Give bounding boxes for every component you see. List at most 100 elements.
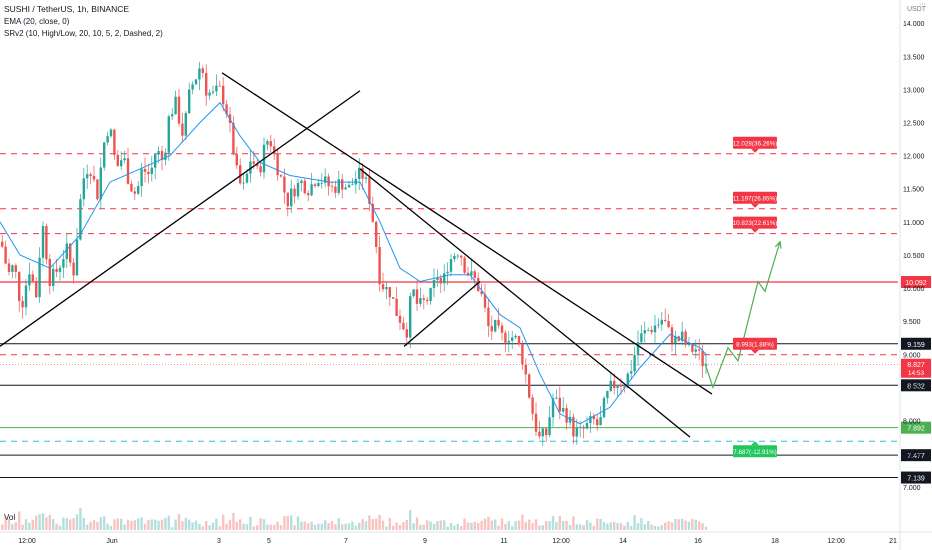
candle-body [684, 331, 687, 345]
scale-menu-icon[interactable]: ⋯ [919, 1, 926, 8]
volume-bar [262, 519, 266, 530]
candle-body [443, 273, 446, 284]
candle-body [4, 246, 7, 264]
time-tick-label: 21 [889, 538, 897, 545]
volume-bar [436, 520, 439, 530]
candle-body [504, 332, 507, 343]
volume-bar [65, 518, 68, 530]
candle-body [602, 398, 606, 418]
price-axis[interactable]: 7.000 7.500 8.000 8.500 9.000 9.500 10.000 10.5… [899, 0, 925, 550]
candle-body [72, 262, 75, 276]
volume-bar [674, 518, 677, 530]
candle-body [69, 243, 72, 263]
candle-body [52, 268, 55, 286]
volume-bar [140, 517, 143, 530]
volume-bar [358, 522, 361, 530]
candle-body [303, 180, 306, 194]
volume-bar [514, 521, 517, 530]
volume-bar [490, 520, 493, 530]
candle-body [426, 299, 429, 301]
volume-bar [494, 519, 497, 530]
candle-body [667, 321, 670, 328]
volume-bar [307, 523, 310, 530]
time-axis[interactable]: 12:00 Jun 3 5 7 9 11 12:00 14 16 18 12:00 21 [0, 531, 932, 545]
candle-body [313, 184, 317, 187]
volume-bar [497, 525, 500, 530]
volume-bar [653, 525, 657, 530]
volume-bar [174, 519, 177, 530]
candle-body [636, 342, 640, 356]
price-tick-label: 8.000 [903, 419, 921, 426]
volume-bar [7, 519, 11, 530]
candle-body [266, 141, 269, 145]
candle-body [351, 184, 354, 186]
candle-body [592, 416, 595, 420]
candle-body [361, 167, 364, 179]
candle-body [293, 188, 296, 197]
candle-body [487, 307, 490, 327]
candle-body [341, 179, 344, 190]
srv2-indicator-label[interactable]: SRv2 (10, High/Low, 20, 10, 5, 2, Dashed… [4, 29, 163, 38]
candle-body [511, 337, 514, 341]
candle-body [211, 91, 215, 93]
volume-bar [249, 516, 252, 530]
candle-body [198, 68, 201, 80]
volume-bar [252, 526, 255, 530]
volume-bar [11, 524, 14, 530]
quote-currency[interactable]: ⋯ USDT [907, 0, 926, 14]
ema-indicator-label[interactable]: EMA (20, close, 0) [4, 17, 70, 26]
volume-bar [92, 520, 96, 530]
volume-bar [395, 522, 398, 530]
candle-body [245, 173, 249, 183]
time-tick-label: 16 [694, 538, 702, 545]
candle-body [466, 272, 470, 276]
volume-bar [24, 519, 28, 530]
volume-bar [470, 522, 473, 530]
candle-body [606, 390, 609, 399]
volume-bar [171, 527, 174, 530]
projection-path [704, 241, 781, 390]
volume-bar [35, 515, 38, 530]
candle-body [184, 113, 187, 136]
volume-bar [269, 524, 272, 530]
candle-body [558, 397, 561, 412]
volume-bar [684, 520, 687, 530]
candle-body [160, 151, 164, 160]
candle-body [147, 171, 150, 175]
volume-bar [188, 519, 191, 530]
candle-body [412, 289, 415, 297]
volume-bar [99, 517, 102, 530]
symbol-title[interactable]: SUSHI / TetherUS, 1h, BINANCE [4, 4, 130, 14]
trendline [0, 90, 361, 347]
volume-bar [245, 524, 249, 530]
volume-bar [429, 521, 432, 530]
candle-body [300, 180, 303, 183]
candle-body [208, 92, 211, 96]
candle-body [385, 287, 388, 290]
candle-body [528, 374, 531, 398]
volume-bar [670, 522, 674, 530]
candle-body [62, 259, 65, 268]
time-tick-label: 9 [423, 538, 427, 545]
candle-body [398, 315, 402, 323]
volume-bar [388, 517, 391, 530]
volume-bar [466, 522, 470, 530]
candle-body [633, 355, 636, 372]
candle-body [86, 174, 89, 179]
volume-bar [534, 519, 538, 530]
volume-bar [562, 520, 565, 530]
volume-bar [147, 520, 150, 530]
volume-bar [412, 523, 415, 530]
price-tick-label: 12.500 [903, 121, 925, 128]
candle-body [541, 428, 544, 437]
countdown-text: 14:53 [908, 370, 925, 377]
volume-bar [558, 516, 561, 530]
candle-body [555, 397, 558, 399]
volume-bar [222, 514, 225, 530]
volume-bar [596, 518, 599, 530]
volume-bar [14, 522, 17, 530]
volume-bar [201, 526, 204, 530]
volume-bar [225, 523, 228, 530]
candle-body [664, 319, 667, 322]
